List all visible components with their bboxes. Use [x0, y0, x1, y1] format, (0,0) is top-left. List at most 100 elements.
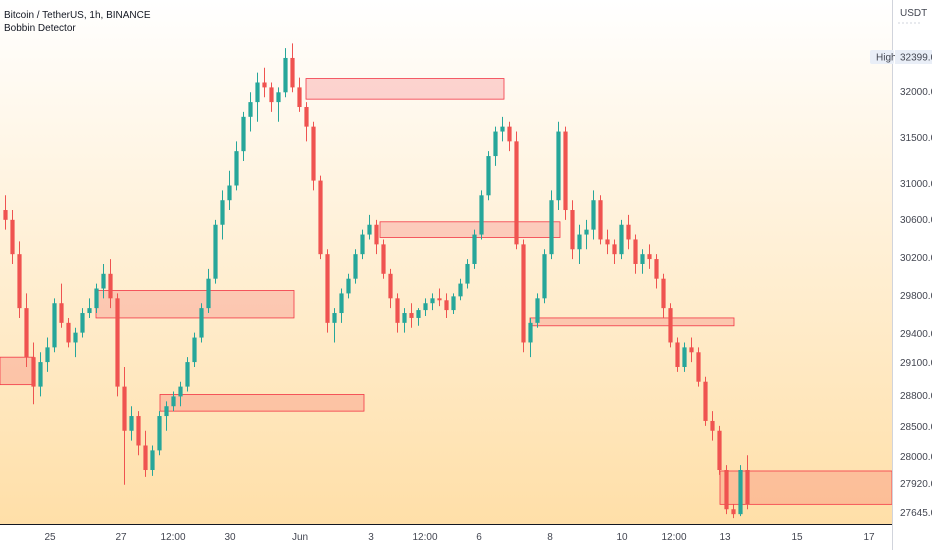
candle-body[interactable] — [689, 347, 694, 353]
bobbin-zone[interactable] — [305, 78, 505, 100]
candle-body[interactable] — [192, 337, 197, 363]
candle-body[interactable] — [129, 416, 134, 431]
candle-body[interactable] — [185, 362, 190, 387]
candle-body[interactable] — [535, 298, 540, 323]
candle-body[interactable] — [584, 229, 589, 235]
candle-body[interactable] — [325, 254, 330, 323]
candle-body[interactable] — [227, 185, 232, 201]
candle-body[interactable] — [626, 224, 631, 240]
candle-body[interactable] — [619, 224, 624, 255]
candle-body[interactable] — [731, 509, 736, 515]
candle-body[interactable] — [66, 322, 71, 343]
candle-body[interactable] — [332, 313, 337, 323]
candle-body[interactable] — [248, 102, 253, 117]
bobbin-zone[interactable] — [379, 221, 561, 238]
candle-body[interactable] — [605, 239, 610, 245]
candle-body[interactable] — [549, 200, 554, 255]
candle-body[interactable] — [668, 308, 673, 343]
candle-body[interactable] — [472, 234, 477, 264]
candle-body[interactable] — [178, 386, 183, 397]
candle-body[interactable] — [255, 82, 260, 103]
candle-body[interactable] — [290, 57, 295, 88]
candle-body[interactable] — [682, 347, 687, 367]
candle-body[interactable] — [451, 296, 456, 311]
candle-body[interactable] — [724, 470, 729, 510]
bobbin-zone[interactable] — [529, 317, 735, 327]
candle-body[interactable] — [269, 87, 274, 103]
candle-body[interactable] — [101, 273, 106, 289]
candle-body[interactable] — [381, 244, 386, 274]
candle-body[interactable] — [598, 200, 603, 240]
candle-body[interactable] — [479, 195, 484, 235]
bobbin-zone[interactable] — [0, 356, 35, 386]
candle-body[interactable] — [612, 244, 617, 255]
candle-body[interactable] — [395, 298, 400, 323]
candle-body[interactable] — [416, 310, 421, 318]
candle-body[interactable] — [353, 254, 358, 279]
candle-body[interactable] — [304, 107, 309, 127]
candle-body[interactable] — [500, 126, 505, 132]
candle-body[interactable] — [73, 332, 78, 343]
candle-body[interactable] — [633, 239, 638, 264]
candle-body[interactable] — [458, 283, 463, 297]
candle-body[interactable] — [115, 298, 120, 387]
candle-body[interactable] — [297, 87, 302, 108]
candle-body[interactable] — [234, 151, 239, 186]
candle-body[interactable] — [570, 210, 575, 250]
candle-body[interactable] — [206, 278, 211, 309]
candle-body[interactable] — [388, 273, 393, 299]
candle-body[interactable] — [402, 313, 407, 323]
candle-body[interactable] — [710, 420, 715, 431]
candle-body[interactable] — [283, 57, 288, 93]
candle-body[interactable] — [577, 234, 582, 250]
candle-body[interactable] — [59, 303, 64, 323]
candle-body[interactable] — [493, 131, 498, 157]
candle-body[interactable] — [220, 200, 225, 225]
candle-body[interactable] — [171, 396, 176, 407]
candle-body[interactable] — [276, 92, 281, 103]
symbol-title[interactable]: Bitcoin / TetherUS, 1h, BINANCE — [4, 10, 151, 21]
candle-body[interactable] — [318, 180, 323, 255]
candle-body[interactable] — [360, 234, 365, 255]
candle-body[interactable] — [38, 362, 43, 387]
candle-body[interactable] — [430, 298, 435, 304]
candle-body[interactable] — [444, 300, 449, 311]
candle-body[interactable] — [521, 244, 526, 343]
candle-body[interactable] — [199, 308, 204, 338]
bobbin-zone[interactable] — [95, 290, 295, 319]
candle-body[interactable] — [514, 141, 519, 245]
candle-body[interactable] — [507, 126, 512, 142]
candle-body[interactable] — [542, 254, 547, 299]
candle-body[interactable] — [745, 470, 750, 505]
candle-body[interactable] — [52, 303, 57, 348]
candle-body[interactable] — [738, 470, 743, 515]
candle-body[interactable] — [367, 224, 372, 235]
candle-body[interactable] — [213, 224, 218, 279]
candle-body[interactable] — [591, 200, 596, 230]
candle-body[interactable] — [87, 308, 92, 314]
candle-body[interactable] — [528, 322, 533, 343]
candle-body[interactable] — [24, 308, 29, 358]
candle-body[interactable] — [703, 381, 708, 421]
candle-body[interactable] — [80, 313, 85, 333]
candle-body[interactable] — [143, 445, 148, 471]
candle-body[interactable] — [486, 156, 491, 196]
candle-body[interactable] — [465, 263, 470, 284]
candle-body[interactable] — [374, 224, 379, 245]
candle-body[interactable] — [661, 278, 666, 309]
candle-body[interactable] — [241, 116, 246, 152]
candle-body[interactable] — [136, 416, 141, 446]
candle-body[interactable] — [423, 303, 428, 311]
candle-body[interactable] — [409, 313, 414, 318]
candle-body[interactable] — [640, 254, 645, 264]
candle-body[interactable] — [647, 254, 652, 260]
candle-body[interactable] — [262, 82, 267, 88]
candle-body[interactable] — [157, 416, 162, 451]
candle-body[interactable] — [675, 342, 680, 367]
candle-body[interactable] — [3, 210, 8, 220]
candle-body[interactable] — [164, 406, 169, 417]
candle-body[interactable] — [10, 219, 15, 255]
candle-body[interactable] — [31, 357, 36, 387]
candle-body[interactable] — [556, 131, 561, 201]
